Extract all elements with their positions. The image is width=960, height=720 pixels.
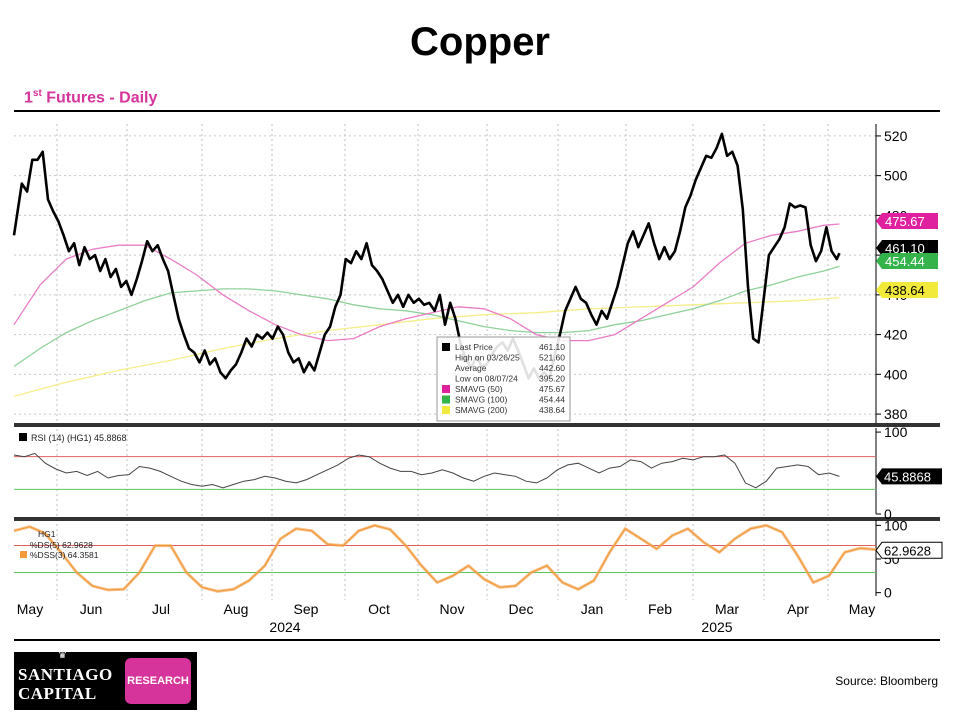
legend-row-label: SMAVG (50) <box>455 384 503 394</box>
x-month-label: Jan <box>581 601 604 617</box>
legend-row-value: 395.20 <box>539 374 565 384</box>
logo-line-2: Capital <box>18 684 97 703</box>
stoch-legend-swatch <box>20 551 27 558</box>
price-legend-box: Last Price 461.10 High on 03/26/25 521.60 Av… <box>436 336 571 422</box>
stoch-ds-line <box>13 524 877 592</box>
legend-row-label: Last Price <box>455 342 493 352</box>
value-tag-shape <box>876 282 938 298</box>
x-month-label: Apr <box>787 601 809 617</box>
legend-row-value: 442.60 <box>539 363 565 373</box>
subtitle-prefix: 1 <box>24 89 33 107</box>
stoch-tick-label: 0 <box>884 585 892 601</box>
logo-line-1: Santiago <box>18 665 113 684</box>
x-month-label: Feb <box>648 601 672 617</box>
x-month-label: Jul <box>152 601 170 617</box>
value-tag-shape <box>876 253 938 269</box>
legend-row-label: Low on 08/07/24 <box>455 374 518 384</box>
price-tick-label: 500 <box>884 168 908 184</box>
last-price-line <box>12 132 841 380</box>
santiago-capital-logo: ♛ Santiago Capital RESEARCH <box>14 650 197 710</box>
stoch-value-tag-label: 62.9628 <box>884 543 931 558</box>
page-title: Copper <box>410 20 550 64</box>
rsi-legend-label: RSI (14) (HG1) 45.8868 <box>31 433 127 443</box>
rsi-value-tag-label: 45.8868 <box>884 469 931 484</box>
x-month-label: May <box>849 601 875 617</box>
x-year-label: 2025 <box>701 619 732 635</box>
x-month-label: May <box>17 601 43 617</box>
value-tag-shape <box>876 240 938 256</box>
x-month-label: Dec <box>509 601 534 617</box>
x-month-label: Mar <box>715 601 739 617</box>
legend-swatch <box>442 406 450 414</box>
value-tag: 438.64 <box>876 282 938 298</box>
logo-wordmark: Santiago Capital <box>18 658 122 706</box>
sma50-line <box>13 223 840 342</box>
legend-row-label: Average <box>455 363 487 373</box>
stoch-legend-dss: %DSS(3) 64.3581 <box>30 550 99 560</box>
rsi-value-tag-shape <box>876 468 942 485</box>
value-tag-label: 438.64 <box>885 283 925 298</box>
rsi-legend-swatch <box>19 433 27 441</box>
legend-row-value: 521.60 <box>539 353 565 363</box>
crown-icon: ♛ <box>58 650 67 661</box>
x-month-label: Oct <box>368 601 390 617</box>
rsi-tick-label: 0 <box>884 506 892 522</box>
stoch-dss-line <box>13 523 877 593</box>
subtitle-rest: Futures - Daily <box>41 89 158 107</box>
x-month-label: Aug <box>224 601 249 617</box>
stoch-value-tag: 62.9628 <box>875 541 943 559</box>
legend-row-value: 475.67 <box>539 384 565 394</box>
panel-separator <box>14 423 940 427</box>
legend-swatch <box>442 395 450 404</box>
value-tag-label: 475.67 <box>885 214 925 229</box>
stoch-legend-ds: %DS(5) 62.9628 <box>30 540 93 550</box>
legend-row-label: High on 03/26/25 <box>455 353 520 363</box>
rsi-tick-label: 100 <box>884 424 908 440</box>
research-badge: RESEARCH <box>125 658 191 704</box>
value-tag-label: 461.10 <box>885 241 925 256</box>
legend-row-value: 461.10 <box>539 342 565 352</box>
stoch-legend-title: HG1 <box>38 529 56 539</box>
subtitle-sup: st <box>32 88 42 99</box>
legend-background <box>436 336 571 422</box>
value-tag-shape <box>876 213 938 229</box>
top-divider <box>14 110 940 112</box>
price-tick-label: 400 <box>884 366 908 382</box>
x-year-label: 2024 <box>269 619 300 635</box>
sma200-line <box>13 296 840 397</box>
source-note: Source: Bloomberg <box>835 674 938 688</box>
rsi-value-tag: 45.8868 <box>876 468 942 485</box>
price-tick-label: 520 <box>884 128 908 144</box>
panel-separator <box>14 517 940 521</box>
legend-swatch <box>442 385 450 393</box>
bottom-divider <box>14 639 940 641</box>
stoch-value-tag-shape <box>875 541 943 559</box>
value-tag: 475.67 <box>876 213 938 229</box>
chart-subtitle: 1st Futures - Daily <box>24 88 157 107</box>
price-tick-label: 420 <box>884 327 908 343</box>
x-month-label: Nov <box>440 601 465 617</box>
legend-row-label: SMAVG (100) <box>455 395 507 405</box>
rsi-line <box>13 452 840 489</box>
price-tick-label: 380 <box>884 406 908 422</box>
x-month-label: Jun <box>80 601 103 617</box>
legend-row-value: 454.44 <box>539 395 565 405</box>
stoch-tick-label: 100 <box>884 517 908 533</box>
sma100-line <box>13 265 840 367</box>
price-chart: 380400420440460480500520475.67461.10454.… <box>12 124 943 635</box>
legend-row-label: SMAVG (200) <box>455 405 507 415</box>
value-tag: 454.44 <box>876 253 938 269</box>
legend-swatch <box>442 343 450 351</box>
value-tag: 461.10 <box>876 240 938 256</box>
value-tag-label: 454.44 <box>885 254 925 269</box>
legend-row-value: 438.64 <box>539 405 565 415</box>
x-month-label: Sep <box>294 601 319 617</box>
